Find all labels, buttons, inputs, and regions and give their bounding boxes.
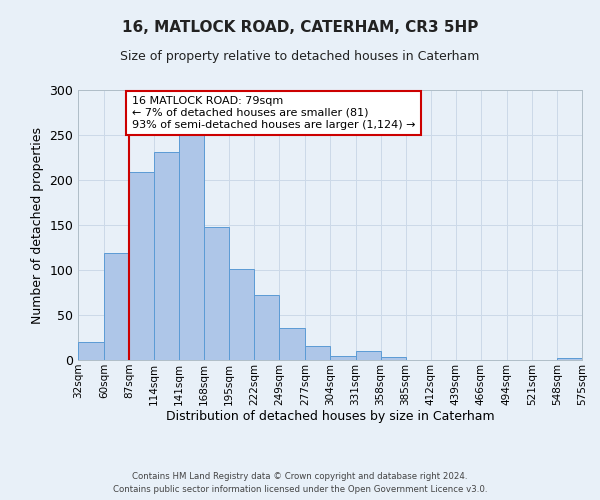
Text: Size of property relative to detached houses in Caterham: Size of property relative to detached ho… (121, 50, 479, 63)
Text: Contains public sector information licensed under the Open Government Licence v3: Contains public sector information licen… (113, 485, 487, 494)
Bar (356, 351, 380, 360)
Bar (204, 227, 229, 360)
Bar (305, 346, 331, 360)
Text: 16, MATLOCK ROAD, CATERHAM, CR3 5HP: 16, MATLOCK ROAD, CATERHAM, CR3 5HP (122, 20, 478, 35)
Bar (254, 295, 280, 360)
Y-axis label: Number of detached properties: Number of detached properties (31, 126, 44, 324)
Bar (129, 172, 154, 360)
Text: 16 MATLOCK ROAD: 79sqm
← 7% of detached houses are smaller (81)
93% of semi-deta: 16 MATLOCK ROAD: 79sqm ← 7% of detached … (132, 96, 415, 130)
Bar (380, 358, 406, 360)
Bar (280, 328, 305, 360)
Bar (78, 342, 104, 360)
Bar (104, 253, 129, 360)
Bar (179, 135, 204, 360)
X-axis label: Distribution of detached houses by size in Caterham: Distribution of detached houses by size … (166, 410, 494, 424)
Bar (557, 358, 582, 360)
Bar (229, 269, 254, 360)
Text: Contains HM Land Registry data © Crown copyright and database right 2024.: Contains HM Land Registry data © Crown c… (132, 472, 468, 481)
Bar (331, 356, 356, 360)
Bar (154, 152, 179, 360)
